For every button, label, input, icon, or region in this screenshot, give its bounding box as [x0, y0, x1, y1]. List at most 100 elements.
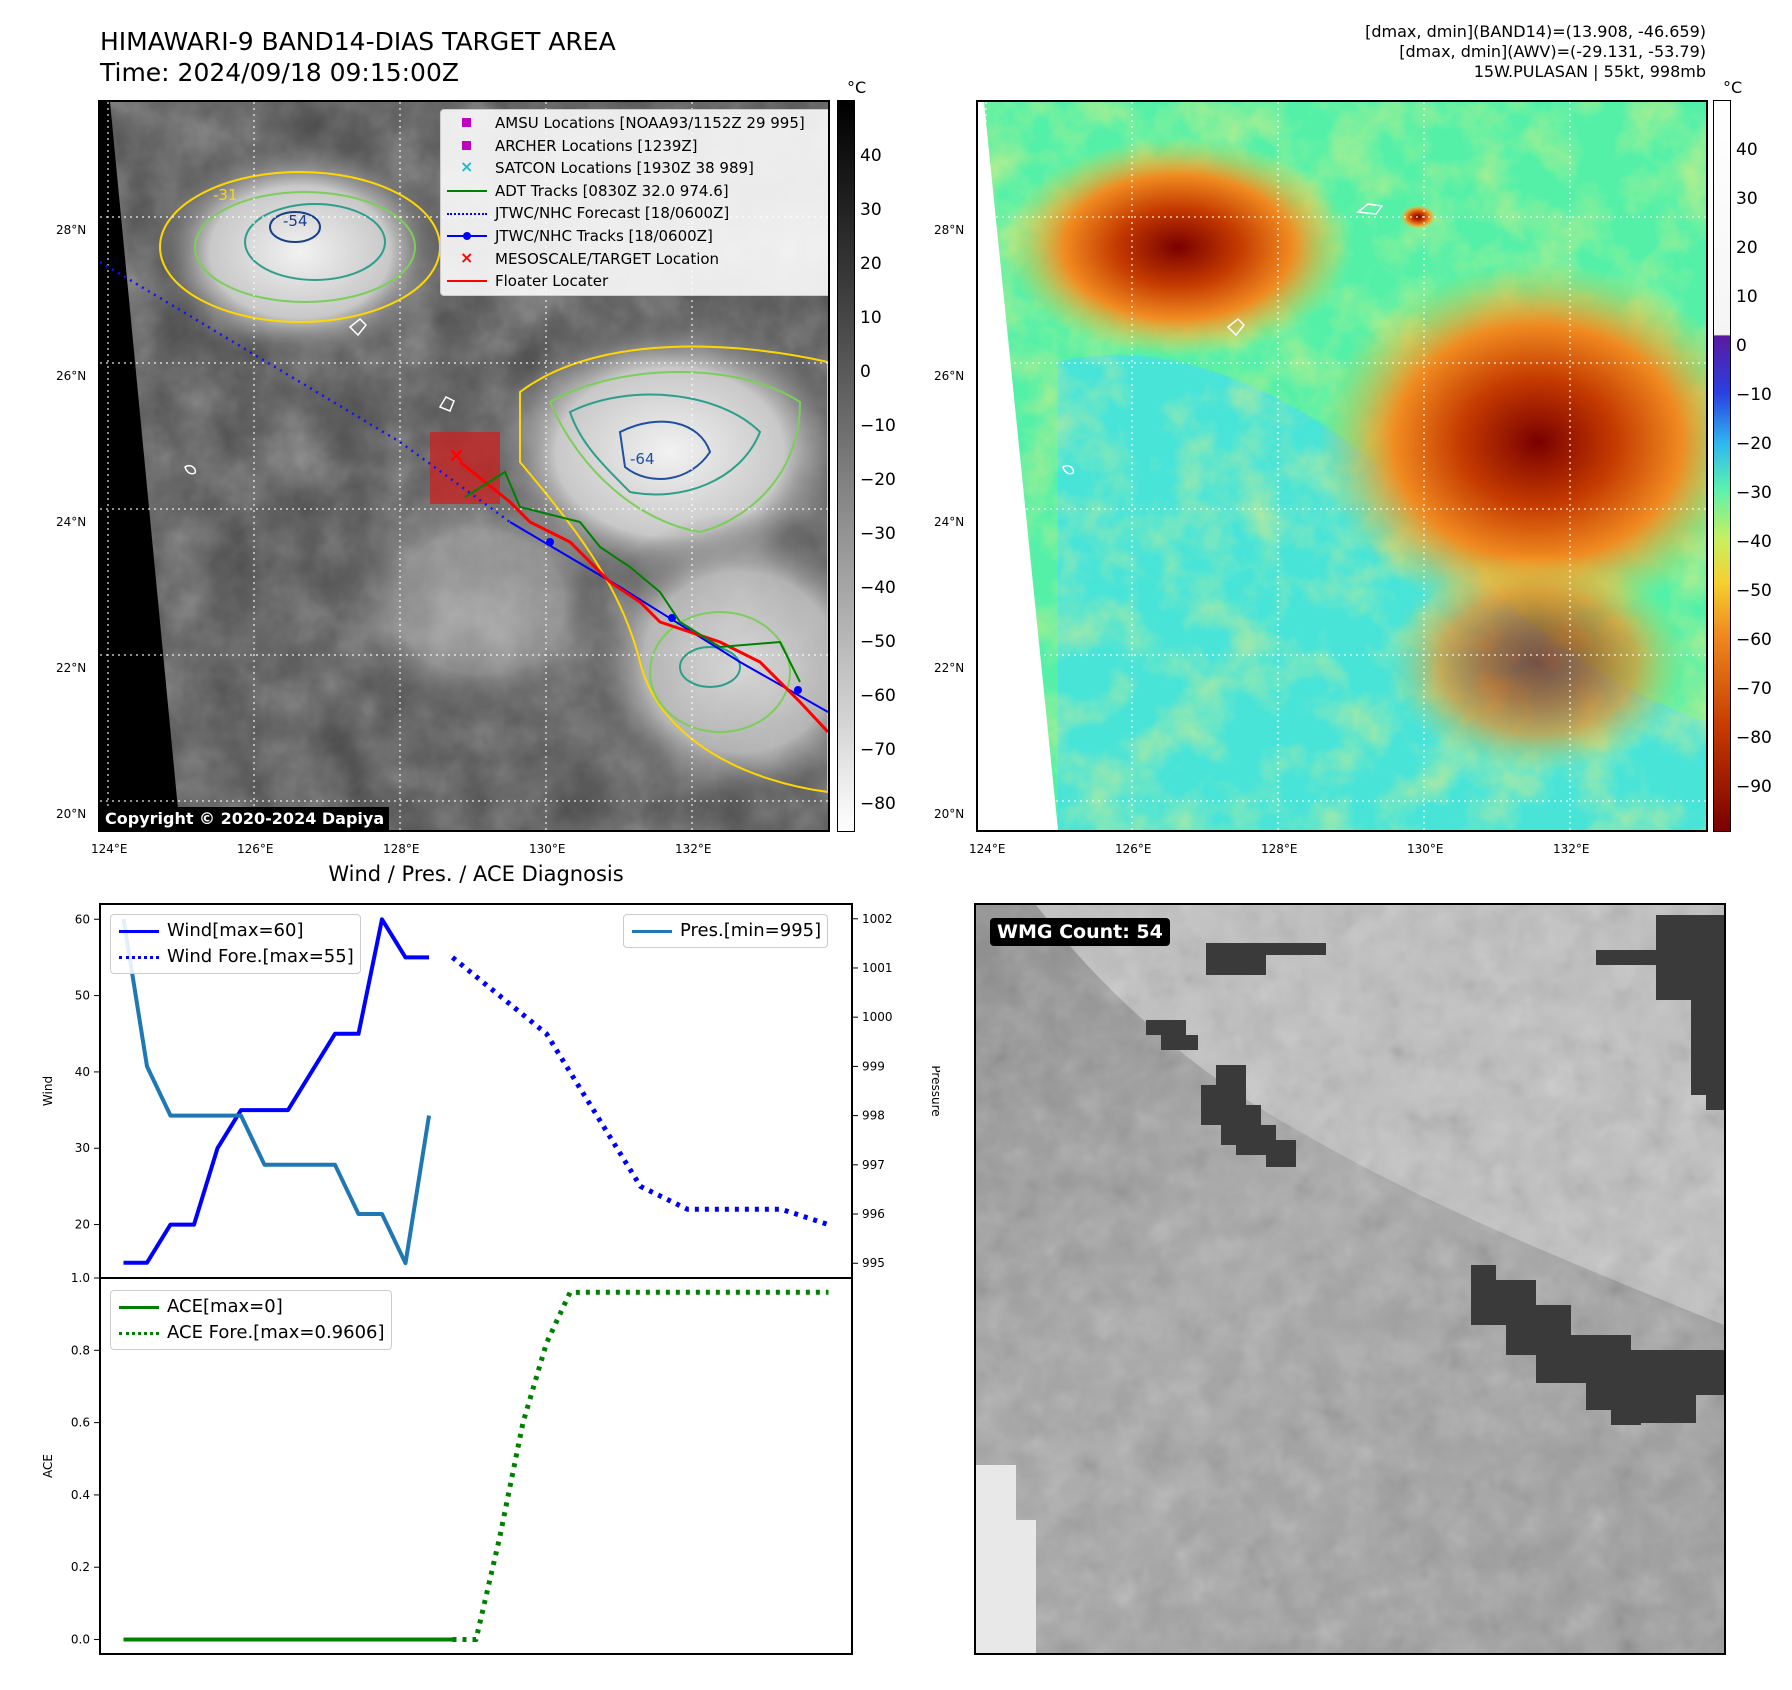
pressure-y-tick-label: 995	[862, 1256, 885, 1270]
lat-label: 20°N	[934, 807, 965, 821]
ace-chart: 0.0 0.2 0.4 0.6 0.8 1.0 ACE	[41, 1271, 853, 1655]
ace-legend: ACE[max=0] ACE Fore.[max=0.9606]	[110, 1290, 392, 1350]
pressure-y-axis-label: Pressure	[929, 1065, 940, 1116]
legend-item-floater: Floater Locater	[445, 270, 827, 293]
colorbar-unit: °C	[847, 78, 867, 97]
colorbar-tick: −50	[860, 632, 896, 652]
pressure-legend: Pres.[min=995]	[623, 914, 829, 948]
colorbar-tick: −30	[860, 524, 896, 544]
lat-label: 26°N	[934, 369, 965, 383]
pressure-y-tick-label: 997	[862, 1158, 885, 1172]
colorbar-tick: −20	[1736, 434, 1772, 454]
lon-label: 126°E	[237, 842, 274, 856]
lat-label: 24°N	[56, 515, 87, 529]
x-marker-icon: ×	[460, 247, 474, 267]
legend-item-adt: ADT Tracks [0830Z 32.0 974.6]	[445, 180, 827, 203]
legend-item-mesoscale: × MESOSCALE/TARGET Location	[445, 248, 827, 271]
solid-line-icon	[445, 181, 489, 201]
colorbar-tick: 40	[1736, 140, 1758, 160]
lat-label: 28°N	[56, 223, 87, 237]
ace-y-tick-label: 0.0	[71, 1633, 90, 1647]
wind-y-tick-label: 50	[75, 989, 90, 1003]
series-line-wind-forecast	[450, 955, 830, 1227]
wind-y-tick-label: 20	[75, 1218, 90, 1232]
lat-label: 24°N	[934, 515, 965, 529]
ace-plot-frame	[99, 1277, 853, 1655]
svg-text:×: ×	[448, 443, 465, 467]
wind-y-tick-label: 30	[75, 1141, 90, 1155]
colorbar-tick: −60	[1736, 630, 1772, 650]
diagnosis-title: Wind / Pres. / ACE Diagnosis	[328, 862, 624, 886]
awv-map-panel	[976, 100, 1708, 832]
colorbar-tick: 10	[1736, 287, 1758, 307]
series-line-ace-forecast	[452, 1289, 829, 1642]
lon-label: 132°E	[675, 842, 712, 856]
ace-y-tick-label: 0.8	[71, 1343, 90, 1357]
colorbar-tick: −70	[1736, 679, 1772, 699]
figure-title: HIMAWARI-9 BAND14-DIAS TARGET AREA Time:…	[100, 26, 616, 88]
ace-y-tick-label: 0.2	[71, 1560, 90, 1574]
color-colorbar	[1713, 100, 1731, 832]
colorbar-tick: 0	[860, 362, 871, 382]
lat-label: 22°N	[56, 661, 87, 675]
info-line-2: [dmax, dmin](AWV)=(-29.131, -53.79)	[1399, 42, 1706, 61]
colorbar-tick: −80	[860, 794, 896, 814]
pressure-y-tick-label: 996	[862, 1207, 885, 1221]
colorbar-tick: −10	[860, 416, 896, 436]
colorbar-tick: −80	[1736, 728, 1772, 748]
lat-label: 28°N	[934, 223, 965, 237]
wind-pressure-chart: 20 30 40 50 60 995 996 997 998 999 1000 1001 1002 Win…	[41, 903, 940, 1279]
series-line-pressure	[121, 918, 431, 1266]
legend-item-wind-forecast: Wind Fore.[max=55]	[117, 944, 354, 970]
colorbar-tick: 30	[860, 200, 882, 220]
colorbar-tick: −20	[860, 470, 896, 490]
colorbar-tick: −50	[1736, 581, 1772, 601]
wind-y-axis-label: Wind	[41, 1076, 55, 1106]
legend-item-ace: ACE[max=0]	[117, 1294, 385, 1320]
wind-legend: Wind[max=60] Wind Fore.[max=55]	[110, 914, 361, 974]
copyright-label: Copyright © 2020-2024 Dapiya	[100, 807, 390, 830]
colorbar-tick: 10	[860, 308, 882, 328]
lat-label: 20°N	[56, 807, 87, 821]
diagnosis-charts: 20 30 40 50 60 995 996 997 998 999 1000 1001 1002 Win…	[41, 903, 940, 1655]
wmg-count-label: WMG Count: 54	[990, 918, 1170, 946]
color-colorbar-ticks: 40 30 20 10 0 −10 −20 −30 −40 −50 −60 −7…	[1736, 100, 1792, 830]
dotted-line-icon	[117, 947, 161, 967]
legend-item-wind: Wind[max=60]	[117, 918, 354, 944]
ace-y-tick-label: 1.0	[71, 1271, 90, 1285]
solid-line-icon	[445, 271, 489, 291]
gray-colorbar	[837, 100, 855, 832]
series-line-wind	[123, 917, 429, 1265]
colorbar-tick: −40	[1736, 532, 1772, 552]
storm-info: [dmax, dmin](BAND14)=(13.908, -46.659) […	[1365, 22, 1706, 82]
colorbar-tick: −30	[1736, 483, 1772, 503]
pressure-y-tick-label: 1000	[862, 1010, 893, 1024]
lon-label: 132°E	[1553, 842, 1590, 856]
colorbar-tick: −40	[860, 578, 896, 598]
wmg-cells	[1146, 915, 1724, 1425]
ace-y-tick-label: 0.4	[71, 1488, 90, 1502]
mesoscale-target-area	[430, 432, 500, 504]
colorbar-tick: 40	[860, 146, 882, 166]
ir-map-panel: × -31 -54 -64 AMSU Locations [NOAA93/115…	[98, 100, 830, 832]
solid-line-icon	[630, 921, 674, 941]
legend-item-ace-forecast: ACE Fore.[max=0.9606]	[117, 1320, 385, 1346]
awv-map-image	[978, 102, 1706, 830]
lat-label: 26°N	[56, 369, 87, 383]
dotted-line-icon	[117, 1323, 161, 1343]
title-line-2: Time: 2024/09/18 09:15:00Z	[100, 58, 459, 87]
legend-item-amsu: AMSU Locations [NOAA93/1152Z 29 995]	[445, 112, 827, 135]
colorbar-tick: −70	[860, 740, 896, 760]
lon-label: 130°E	[529, 842, 566, 856]
solid-line-icon	[117, 921, 161, 941]
contour-label-64: -64	[630, 450, 655, 468]
lon-label: 128°E	[383, 842, 420, 856]
legend-item-archer: ARCHER Locations [1239Z]	[445, 135, 827, 158]
pressure-y-tick-label: 998	[862, 1109, 885, 1123]
legend-item-forecast: JTWC/NHC Forecast [18/0600Z]	[445, 202, 827, 225]
wind-y-tick-label: 40	[75, 1065, 90, 1079]
contour-label-31: -31	[213, 186, 238, 204]
info-line-3: 15W.PULASAN | 55kt, 998mb	[1473, 62, 1706, 81]
lat-label: 22°N	[934, 661, 965, 675]
colorbar-tick: 20	[1736, 238, 1758, 258]
